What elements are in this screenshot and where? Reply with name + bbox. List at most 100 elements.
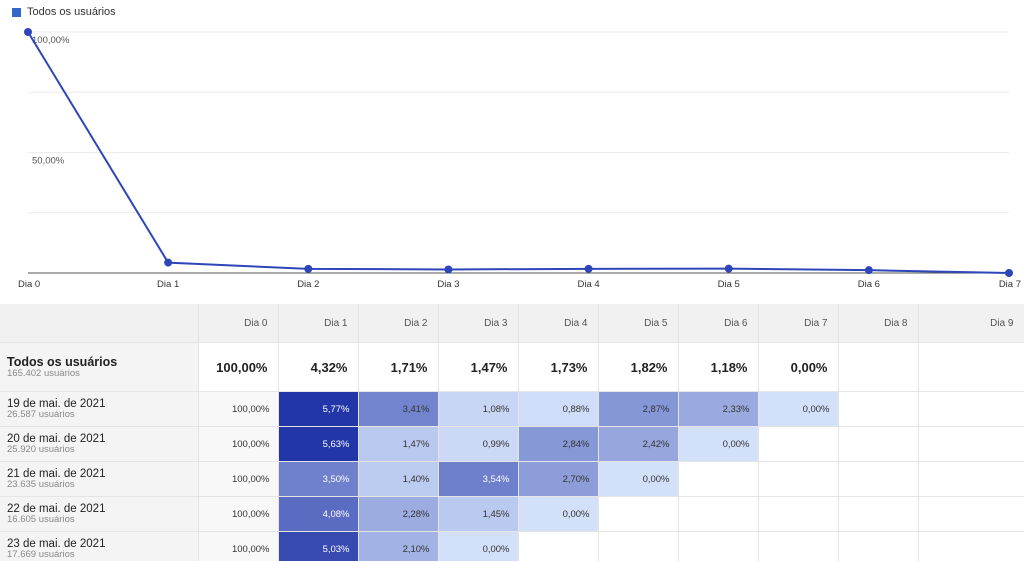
column-header: Dia 1 xyxy=(278,304,359,343)
total-cell: 1,71% xyxy=(358,342,439,392)
cohort-row: 21 de mai. de 2021 23.635 usuários 100,00%… xyxy=(0,461,1024,497)
retention-cell xyxy=(918,531,1024,561)
retention-cell: 0,99% xyxy=(438,426,519,462)
header-corner xyxy=(0,304,199,343)
retention-cell xyxy=(918,496,1024,532)
x-tick-label: Dia 5 xyxy=(718,279,740,290)
retention-cell xyxy=(758,496,839,532)
retention-cell xyxy=(758,531,839,561)
retention-cell xyxy=(838,531,919,561)
row-label-cell: Todos os usuários 165.402 usuários xyxy=(0,342,199,392)
row-user-count: 23.635 usuários xyxy=(7,479,75,490)
row-user-count: 16.605 usuários xyxy=(7,514,75,525)
total-cell xyxy=(918,342,1024,392)
retention-cell xyxy=(758,461,839,497)
column-header: Dia 7 xyxy=(758,304,839,343)
total-cell: 0,00% xyxy=(758,342,839,392)
row-user-count: 26.587 usuários xyxy=(7,409,75,420)
legend-label: Todos os usuários xyxy=(27,6,116,18)
total-cell: 4,32% xyxy=(278,342,359,392)
retention-cell xyxy=(838,496,919,532)
y-tick-label: 100,00% xyxy=(32,35,70,46)
column-header: Dia 6 xyxy=(678,304,759,343)
retention-cell xyxy=(678,531,759,561)
x-tick-label: Dia 3 xyxy=(437,279,459,290)
legend-swatch xyxy=(12,7,21,17)
retention-cell: 100,00% xyxy=(198,426,279,462)
total-cell: 1,47% xyxy=(438,342,519,392)
retention-cell: 0,00% xyxy=(758,391,839,427)
row-user-count: 165.402 usuários xyxy=(7,367,80,379)
column-header: Dia 0 xyxy=(198,304,279,343)
retention-cell: 0,00% xyxy=(438,531,519,561)
row-label: 22 de mai. de 2021 xyxy=(7,503,106,515)
retention-cell: 100,00% xyxy=(198,531,279,561)
x-tick-label: Dia 0 xyxy=(18,279,40,290)
retention-cell: 2,10% xyxy=(358,531,439,561)
x-tick-label: Dia 7 xyxy=(999,279,1021,290)
retention-cell: 5,77% xyxy=(278,391,359,427)
row-label-cell: 19 de mai. de 2021 26.587 usuários xyxy=(0,391,199,427)
cohort-row: 23 de mai. de 2021 17.669 usuários 100,00%… xyxy=(0,531,1024,561)
retention-cell: 2,33% xyxy=(678,391,759,427)
column-header: Dia 4 xyxy=(518,304,599,343)
row-user-count: 25.920 usuários xyxy=(7,444,75,455)
total-cell: 1,18% xyxy=(678,342,759,392)
data-point xyxy=(1005,269,1013,277)
cohort-row: 19 de mai. de 2021 26.587 usuários 100,00%… xyxy=(0,391,1024,427)
retention-cell: 2,87% xyxy=(598,391,679,427)
series-line xyxy=(27,31,1010,274)
retention-cell xyxy=(678,496,759,532)
data-point xyxy=(304,264,313,273)
retention-cell: 5,03% xyxy=(278,531,359,561)
retention-cell: 100,00% xyxy=(198,496,279,532)
retention-cell: 2,70% xyxy=(518,461,599,497)
retention-cell: 100,00% xyxy=(198,391,279,427)
column-header: Dia 3 xyxy=(438,304,519,343)
data-point xyxy=(864,266,873,275)
retention-cell: 2,42% xyxy=(598,426,679,462)
cohort-row: 20 de mai. de 2021 25.920 usuários 100,00%… xyxy=(0,426,1024,462)
chart-legend[interactable]: Todos os usuários xyxy=(12,6,116,18)
row-label-cell: 22 de mai. de 2021 16.605 usuários xyxy=(0,496,199,532)
retention-cell: 1,47% xyxy=(358,426,439,462)
column-header: Dia 2 xyxy=(358,304,439,343)
retention-cell xyxy=(838,426,919,462)
row-label-cell: 20 de mai. de 2021 25.920 usuários xyxy=(0,426,199,462)
retention-cell: 2,28% xyxy=(358,496,439,532)
total-cell xyxy=(838,342,919,392)
data-point xyxy=(444,265,453,274)
retention-cell: 1,40% xyxy=(358,461,439,497)
data-point xyxy=(164,258,173,267)
table-header-row: Dia 0 Dia 1 Dia 2 Dia 3 Dia 4 Dia 5 Dia 6 Dia 7… xyxy=(0,304,1024,343)
retention-cell xyxy=(678,461,759,497)
retention-cell: 1,08% xyxy=(438,391,519,427)
total-cell: 1,82% xyxy=(598,342,679,392)
row-label: 21 de mai. de 2021 xyxy=(7,468,106,480)
retention-cell xyxy=(598,531,679,561)
retention-cell: 1,45% xyxy=(438,496,519,532)
row-user-count: 17.669 usuários xyxy=(7,549,75,560)
retention-cell xyxy=(758,426,839,462)
retention-cell xyxy=(918,391,1024,427)
x-tick-label: Dia 2 xyxy=(297,279,319,290)
retention-cell: 100,00% xyxy=(198,461,279,497)
cohort-table-wrap: Dia 0 Dia 1 Dia 2 Dia 3 Dia 4 Dia 5 Dia 6 Dia 7… xyxy=(0,304,1024,561)
retention-cell: 3,41% xyxy=(358,391,439,427)
row-label: 23 de mai. de 2021 xyxy=(7,538,106,550)
retention-cell: 0,00% xyxy=(598,461,679,497)
retention-cell: 4,08% xyxy=(278,496,359,532)
row-label-cell: 21 de mai. de 2021 23.635 usuários xyxy=(0,461,199,497)
retention-cell: 3,50% xyxy=(278,461,359,497)
data-point xyxy=(584,264,593,273)
data-point xyxy=(724,264,733,273)
cohort-row: 22 de mai. de 2021 16.605 usuários 100,00%… xyxy=(0,496,1024,532)
x-tick-label: Dia 6 xyxy=(858,279,880,290)
column-header: Dia 9 xyxy=(918,304,1024,343)
column-header: Dia 8 xyxy=(838,304,919,343)
cohort-table: Dia 0 Dia 1 Dia 2 Dia 3 Dia 4 Dia 5 Dia 6 Dia 7… xyxy=(0,304,1024,561)
row-label-cell: 23 de mai. de 2021 17.669 usuários xyxy=(0,531,199,561)
retention-cell xyxy=(518,531,599,561)
y-tick-label: 50,00% xyxy=(32,156,65,167)
retention-cell: 0,00% xyxy=(518,496,599,532)
